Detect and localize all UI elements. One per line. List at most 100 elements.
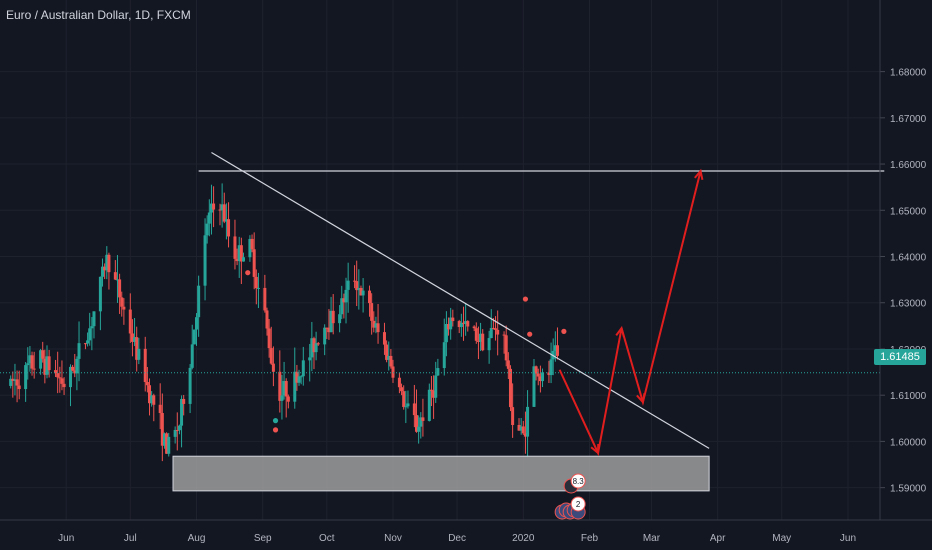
candle-body (342, 298, 346, 303)
candle-body (295, 371, 299, 383)
candle-body (90, 326, 94, 329)
candle-body (316, 343, 320, 345)
candle-body (180, 398, 184, 426)
candle-body (504, 335, 508, 361)
candle-body (71, 366, 75, 371)
candle-body (436, 368, 440, 376)
candle-body (340, 298, 344, 315)
x-tick-label: Nov (384, 533, 402, 544)
candle-body (68, 366, 72, 388)
candle-body (536, 373, 540, 377)
candle-body (60, 378, 64, 384)
candle-body (346, 280, 350, 290)
candle-body (519, 426, 523, 431)
candle-body (188, 367, 192, 404)
candle-body (235, 258, 239, 262)
candle-body (197, 285, 201, 318)
candle-body (429, 389, 433, 391)
candle-body (427, 389, 431, 421)
badge-label: 2 (576, 500, 581, 509)
badge-circle (570, 473, 586, 489)
candle-body (541, 372, 545, 382)
candle-body (312, 338, 316, 353)
candle-body (130, 333, 134, 342)
candle-body (517, 424, 521, 431)
candle-body (549, 359, 553, 376)
candle-body (547, 372, 551, 376)
candle-body (152, 395, 156, 405)
candle-body (24, 365, 28, 390)
candle-body (357, 287, 361, 291)
candle-body (412, 403, 416, 416)
chart-title: Euro / Australian Dollar, 1D, FXCM (6, 8, 191, 22)
x-tick-label: Sep (254, 533, 272, 544)
candle-body (402, 391, 406, 407)
candle-body (103, 266, 107, 271)
candle-body (502, 334, 506, 336)
candle-body (323, 327, 327, 345)
candle-body (368, 290, 372, 304)
y-tick-label: 1.61000 (890, 391, 927, 402)
candle-body (391, 366, 395, 378)
candle-body (239, 245, 243, 262)
projection-arrowhead (636, 393, 646, 405)
candle-body (355, 281, 359, 291)
event-marker (561, 328, 567, 334)
candle-body (432, 390, 436, 398)
y-tick-label: 1.60000 (890, 437, 927, 448)
candle-body (331, 310, 335, 324)
candle-body (182, 398, 186, 404)
candle-body (150, 395, 154, 404)
candle-body (98, 276, 102, 312)
candle-body (491, 327, 495, 329)
candle-body (472, 326, 476, 329)
candle-body (128, 309, 132, 334)
candle-body (329, 310, 333, 333)
candle-body (532, 366, 536, 407)
candle-body (173, 429, 177, 437)
candle-body (421, 417, 425, 421)
x-tick-label: Feb (581, 533, 599, 544)
drawings[interactable]: 8.32 (0, 151, 885, 520)
candle-body (382, 332, 386, 345)
candle-body (133, 337, 137, 342)
x-tick-label: Mar (643, 533, 661, 544)
candle-body (466, 321, 470, 327)
candle-body (28, 355, 32, 364)
candle-body (39, 350, 43, 369)
badge-circle (570, 496, 586, 512)
candle-body (41, 350, 45, 359)
candle-body (301, 360, 305, 377)
candle-body (389, 355, 393, 367)
candle-body (107, 254, 111, 273)
candle-body (227, 219, 231, 237)
candles (9, 183, 559, 462)
event-marker (527, 331, 533, 337)
candle-body (286, 396, 290, 402)
candle-body (265, 310, 269, 329)
candle-body (113, 272, 117, 280)
event-marker (272, 427, 279, 433)
candle-body (476, 340, 480, 342)
candle-body (32, 368, 36, 370)
candle-body (376, 323, 380, 333)
y-tick-label: 1.66000 (890, 160, 927, 171)
candle-body (464, 321, 468, 324)
projection-arrowhead (694, 168, 704, 181)
x-tick-label: Aug (188, 533, 206, 544)
projection-arrowhead (615, 325, 625, 338)
candle-body (481, 333, 485, 351)
candle-body (457, 321, 461, 328)
candle-body (338, 314, 342, 324)
candle-body (308, 357, 312, 361)
candle-body (449, 317, 453, 330)
candle-body (177, 425, 181, 431)
candle-body (248, 238, 252, 258)
x-tick-label: Apr (710, 533, 726, 544)
candle-body (406, 403, 410, 407)
candle-body (526, 406, 530, 437)
candle-body (299, 376, 303, 378)
candle-body (137, 348, 141, 360)
candle-body (496, 329, 500, 335)
